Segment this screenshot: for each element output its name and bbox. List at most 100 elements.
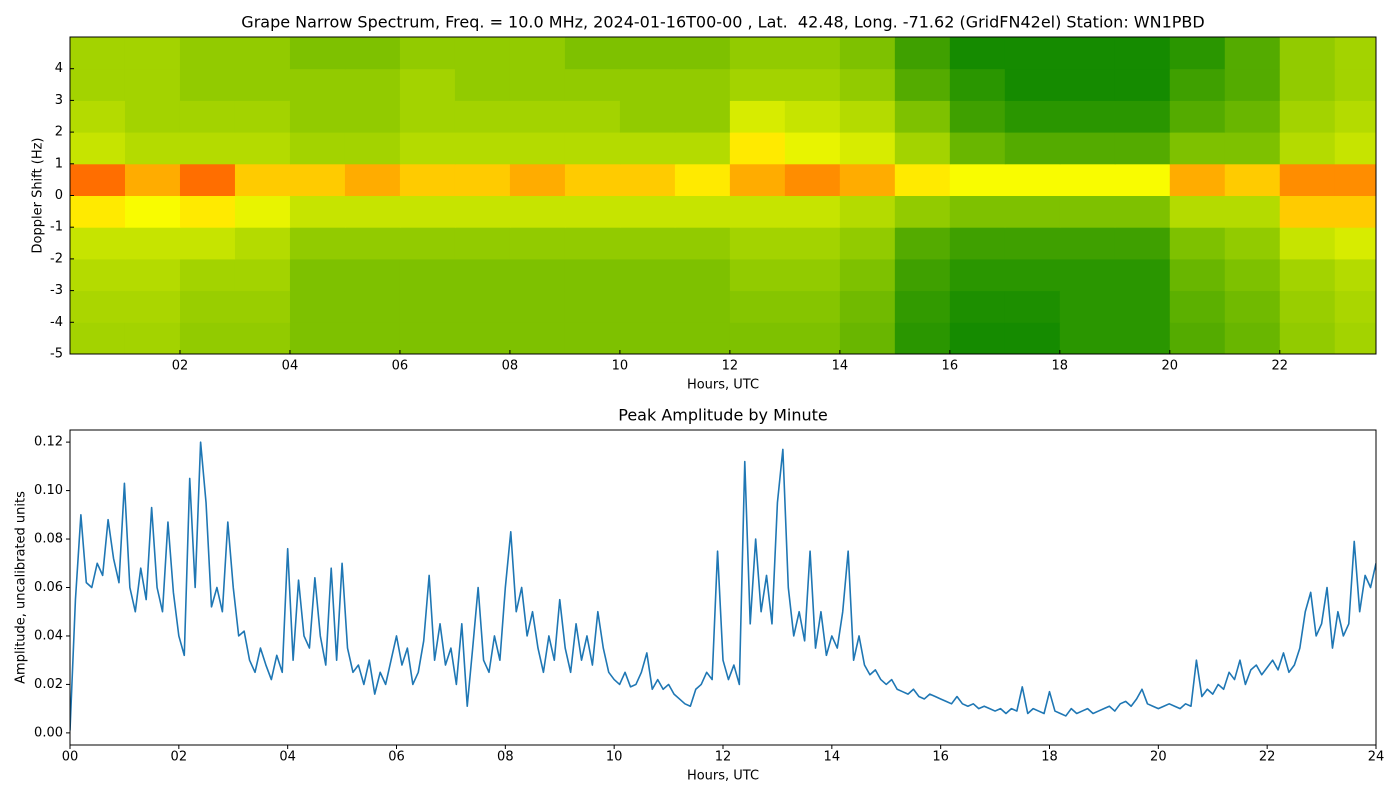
heat-cell <box>1334 227 1376 260</box>
heat-cell <box>729 37 786 70</box>
heat-cell <box>509 227 566 260</box>
x-axis-label: Hours, UTC <box>687 378 759 393</box>
heat-cell <box>289 100 346 133</box>
heat-cell <box>1279 68 1336 101</box>
heat-cell <box>509 68 566 101</box>
heat-cell <box>509 290 566 323</box>
heat-cell <box>1169 258 1226 292</box>
heat-cell <box>1279 163 1336 196</box>
heat-cell <box>399 163 456 196</box>
heat-cell <box>1169 163 1226 196</box>
heat-cell <box>949 163 1006 196</box>
heat-cell <box>344 68 401 101</box>
heat-cell <box>619 68 676 101</box>
heat-cell <box>1169 322 1226 354</box>
heat-cell <box>1114 100 1171 133</box>
heat-cell <box>1004 227 1061 260</box>
heat-cell <box>234 290 291 323</box>
heat-cell <box>289 195 346 228</box>
heat-cell <box>729 163 786 196</box>
x-tick-label: 02 <box>172 359 189 374</box>
heat-cell <box>1279 322 1336 354</box>
x-tick-label: 06 <box>392 359 409 374</box>
heat-cell <box>619 322 676 354</box>
x-tick-label: 04 <box>282 359 299 374</box>
heat-cell <box>564 37 621 70</box>
heat-cell <box>674 68 731 101</box>
heat-cell <box>1169 227 1226 260</box>
heat-cell <box>784 132 841 165</box>
y-tick-label: 0.06 <box>34 580 63 595</box>
x-tick-label: 08 <box>497 750 514 765</box>
heat-cell <box>454 322 511 354</box>
heat-cell <box>1279 100 1336 133</box>
heat-cell <box>1004 322 1061 354</box>
heat-cell <box>124 227 181 260</box>
x-tick-label: 08 <box>502 359 519 374</box>
heat-cell <box>344 227 401 260</box>
heat-cell <box>784 100 841 133</box>
heat-cell <box>1224 322 1281 354</box>
y-tick-label: -1 <box>50 220 63 235</box>
heat-cell <box>289 290 346 323</box>
x-tick-label: 22 <box>1271 359 1288 374</box>
heat-cell <box>179 258 236 292</box>
heat-cell <box>949 100 1006 133</box>
heat-cell <box>1334 37 1376 70</box>
heat-cell <box>949 258 1006 292</box>
heat-cell <box>619 227 676 260</box>
heat-cell <box>619 195 676 228</box>
x-tick-label: 24 <box>1368 750 1385 765</box>
heat-cell <box>619 37 676 70</box>
heat-cell <box>1114 163 1171 196</box>
heat-cell <box>729 132 786 165</box>
x-tick-label: 12 <box>722 359 739 374</box>
heat-cell <box>1279 227 1336 260</box>
heat-cell <box>1114 227 1171 260</box>
heat-cell <box>1334 322 1376 354</box>
heat-cell <box>839 227 896 260</box>
heat-cell <box>289 227 346 260</box>
x-tick-label: 06 <box>388 750 405 765</box>
heat-cell <box>1334 290 1376 323</box>
heat-cell <box>179 163 236 196</box>
heat-cell <box>454 195 511 228</box>
heat-cell <box>1334 100 1376 133</box>
heat-cell <box>619 290 676 323</box>
heat-cell <box>289 163 346 196</box>
heat-cell <box>234 37 291 70</box>
heat-cell <box>949 290 1006 323</box>
x-tick-label: 14 <box>824 750 841 765</box>
heat-cell <box>1059 227 1116 260</box>
y-tick-label: 0 <box>55 188 63 203</box>
heat-cell <box>1224 68 1281 101</box>
heat-cell <box>70 100 126 133</box>
heat-cell <box>1224 195 1281 228</box>
y-tick-label: 3 <box>55 93 63 108</box>
heat-cell <box>509 163 566 196</box>
heat-cell <box>1004 100 1061 133</box>
heat-cell <box>124 322 181 354</box>
heat-cell <box>124 290 181 323</box>
heat-cell <box>1114 258 1171 292</box>
heat-cell <box>729 227 786 260</box>
heat-cell <box>564 195 621 228</box>
heat-cell <box>1224 227 1281 260</box>
heat-cell <box>1004 258 1061 292</box>
heat-cell <box>729 195 786 228</box>
heat-cell <box>124 195 181 228</box>
heat-cell <box>509 37 566 70</box>
heat-cell <box>70 322 126 354</box>
heat-cell <box>179 195 236 228</box>
heat-cell <box>1224 163 1281 196</box>
heat-cell <box>729 258 786 292</box>
heat-cell <box>1114 37 1171 70</box>
axes-frame <box>69 429 1377 746</box>
heat-cell <box>1169 195 1226 228</box>
heat-cell <box>399 195 456 228</box>
heat-cell <box>674 195 731 228</box>
heat-cell <box>674 100 731 133</box>
heat-cell <box>784 290 841 323</box>
x-tick-label: 22 <box>1259 750 1276 765</box>
